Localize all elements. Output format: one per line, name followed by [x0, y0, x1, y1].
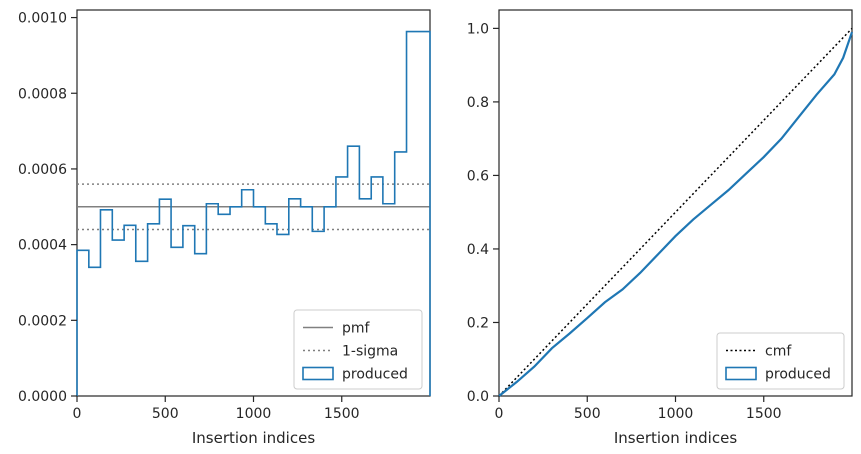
right-y-tick-label: 0.0 — [467, 389, 489, 405]
left-legend-box — [293, 309, 423, 390]
right-y-tick-label: 1.0 — [467, 21, 489, 37]
right-legend-cmf-label: cmf — [765, 344, 792, 360]
right-y-tick-label: 0.6 — [467, 168, 489, 184]
left-produced-histogram — [76, 30, 431, 396]
right-cmf-line — [498, 27, 853, 397]
right-legend-produced-label: produced — [765, 367, 831, 383]
left-x-tick-label: 1000 — [236, 406, 272, 422]
left-legend-produced-swatch — [302, 366, 334, 381]
right-legend-box — [716, 332, 845, 390]
left-y-tick-label: 0.0004 — [18, 238, 67, 254]
right-x-axis-label: Insertion indices — [614, 429, 737, 447]
right-y-tick-label: 0.2 — [467, 315, 489, 331]
left-y-tick-label: 0.0006 — [18, 162, 67, 178]
left-x-axis-label: Insertion indices — [192, 429, 315, 447]
left-legend-pmf-label: pmf — [342, 321, 371, 337]
left-y-tick-label: 0.0008 — [18, 86, 67, 102]
left-y-tick-label: 0.0000 — [18, 389, 67, 405]
left-legend-1-sigma-label: 1-sigma — [342, 344, 398, 360]
right-x-tick-label: 0 — [495, 406, 504, 422]
left-x-tick-label: 500 — [152, 406, 179, 422]
right-x-tick-label: 1500 — [746, 406, 782, 422]
right-y-tick-label: 0.8 — [467, 95, 489, 111]
right-x-tick-label: 1000 — [658, 406, 694, 422]
left-x-tick-label: 0 — [73, 406, 82, 422]
right-y-tick-label: 0.4 — [467, 242, 489, 258]
left-legend: pmf 1-sigma produced — [293, 309, 423, 390]
left-y-tick-label: 0.0010 — [18, 11, 67, 27]
left-legend-produced-label: produced — [342, 367, 408, 383]
left-x-tick-label: 1500 — [324, 406, 360, 422]
left-y-tick-label: 0.0002 — [18, 313, 67, 329]
right-legend: cmf produced — [716, 332, 845, 390]
right-legend-produced-swatch — [725, 366, 757, 381]
right-x-tick-label: 500 — [574, 406, 601, 422]
right-chart-panel: 0 500 1000 1500 0.0 0.2 0.4 0.6 0.8 1.0 Insertion… — [467, 9, 854, 447]
right-produced-line — [498, 31, 854, 397]
left-chart-panel: 0 500 1000 1500 0.0000 0.0002 0.0004 0.0006 0.00… — [18, 9, 431, 447]
